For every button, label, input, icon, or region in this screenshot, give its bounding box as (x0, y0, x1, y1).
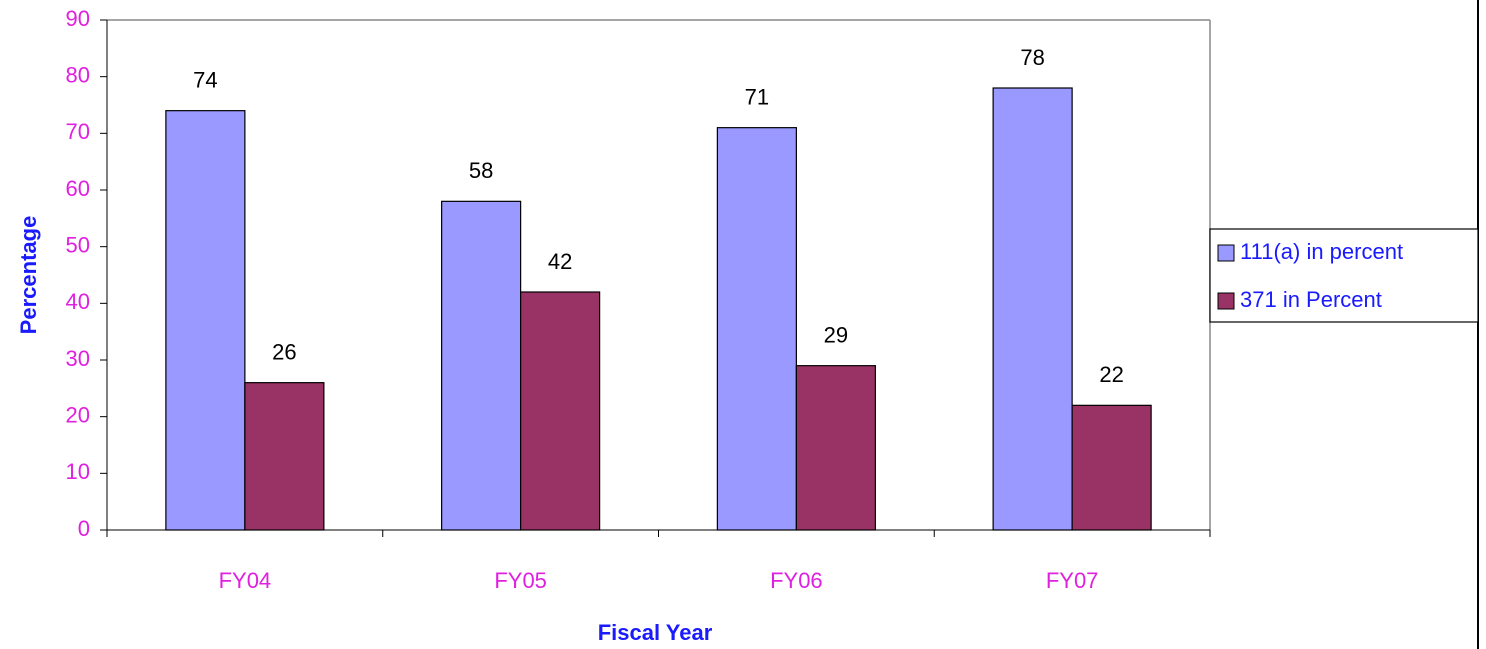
legend-swatch (1217, 292, 1235, 310)
data-label: 58 (469, 158, 493, 183)
y-tick-label: 20 (66, 402, 90, 427)
y-tick-label: 40 (66, 289, 90, 314)
y-axis-label: Percentage (16, 216, 41, 335)
legend-label: 371 in Percent (1240, 287, 1382, 312)
y-tick-label: 0 (78, 516, 90, 541)
data-label: 78 (1020, 45, 1044, 70)
bar (165, 110, 246, 531)
data-label: 42 (548, 249, 572, 274)
data-label: 74 (193, 67, 217, 92)
data-label: 29 (824, 322, 848, 347)
y-tick-label: 60 (66, 176, 90, 201)
data-label: 26 (272, 339, 296, 364)
data-label: 22 (1099, 362, 1123, 387)
bar (992, 87, 1073, 531)
y-tick-label: 30 (66, 346, 90, 371)
bar (244, 382, 325, 531)
x-tick-label: FY07 (1046, 568, 1099, 593)
bar (1071, 404, 1152, 531)
y-tick-label: 80 (66, 62, 90, 87)
y-tick-label: 70 (66, 119, 90, 144)
y-tick-label: 90 (66, 6, 90, 31)
x-tick-label: FY04 (219, 568, 272, 593)
bar (795, 365, 876, 531)
y-tick-label: 10 (66, 459, 90, 484)
legend-swatch (1217, 244, 1235, 262)
legend-box (1209, 228, 1479, 323)
x-tick-label: FY06 (770, 568, 823, 593)
bar (716, 127, 797, 531)
data-label: 71 (745, 84, 769, 109)
legend-label: 111(a) in percent (1240, 239, 1403, 264)
x-axis-label: Fiscal Year (598, 620, 713, 645)
x-tick-label: FY05 (494, 568, 547, 593)
bar (520, 291, 601, 531)
bar (441, 200, 522, 531)
y-tick-label: 50 (66, 232, 90, 257)
